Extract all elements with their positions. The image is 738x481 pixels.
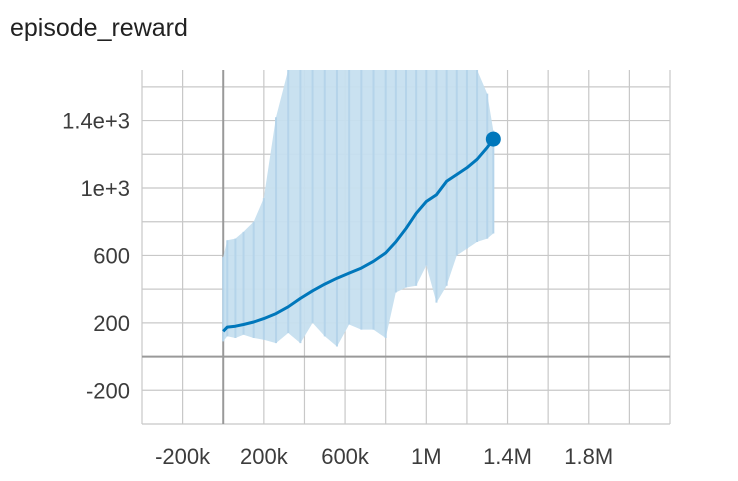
last-point-marker bbox=[485, 131, 501, 147]
smoothed-series-line bbox=[222, 138, 495, 333]
x-tick-label: 1M bbox=[411, 444, 442, 469]
x-tick-label: 600k bbox=[321, 444, 370, 469]
x-tick-label: 1.4M bbox=[483, 444, 532, 469]
x-tick-label: -200k bbox=[155, 444, 211, 469]
y-tick-label: 200 bbox=[93, 311, 130, 336]
y-tick-label: 600 bbox=[93, 243, 130, 268]
x-tick-label: 1.8M bbox=[564, 444, 613, 469]
x-tick-label: 200k bbox=[240, 444, 289, 469]
chart-title: episode_reward bbox=[10, 14, 188, 42]
y-tick-label: 1e+3 bbox=[80, 176, 130, 201]
y-tick-label: 1.4e+3 bbox=[62, 109, 130, 134]
y-tick-label: -200 bbox=[86, 378, 130, 403]
